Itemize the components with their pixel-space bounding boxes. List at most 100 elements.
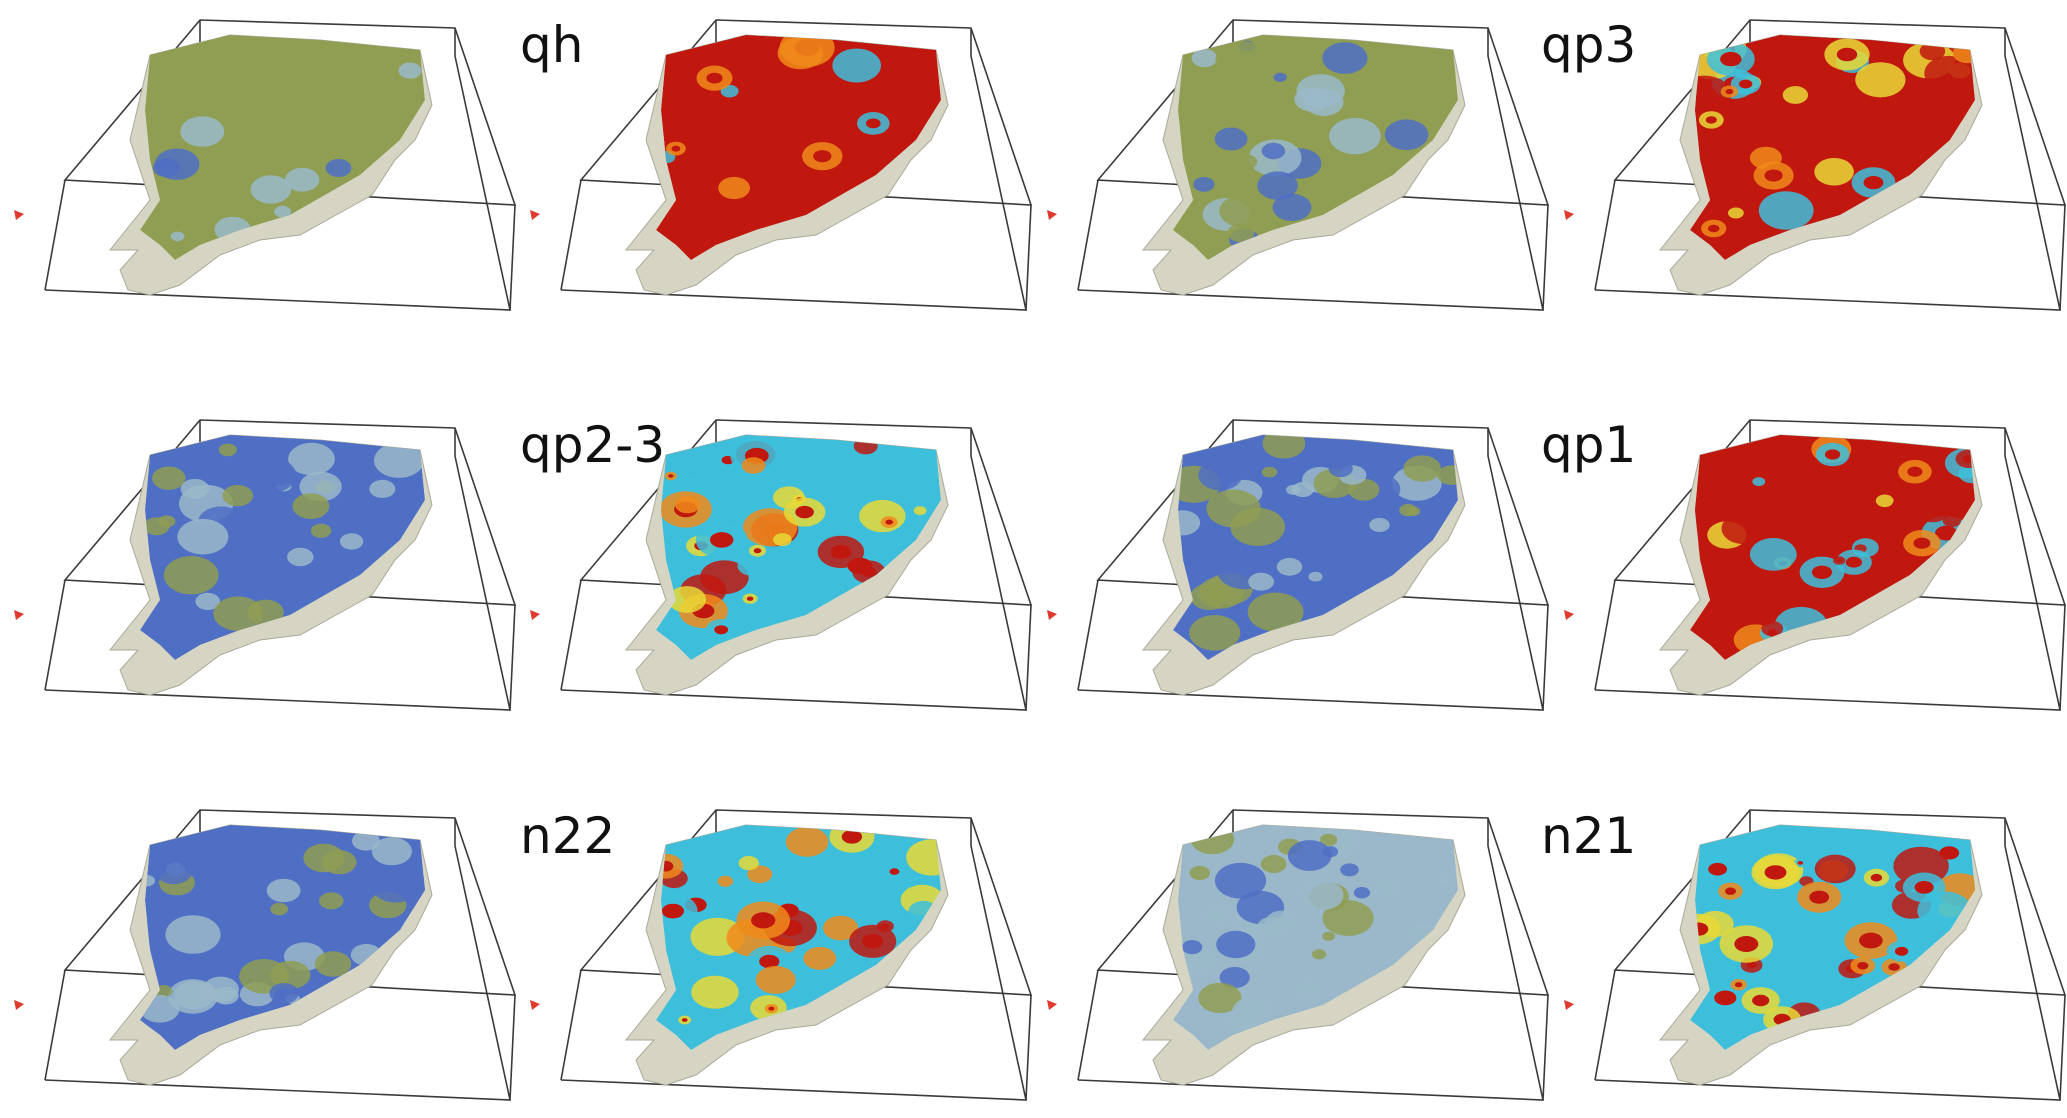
layer-hotspot — [1815, 525, 1825, 532]
layer-hotspot — [1708, 224, 1720, 233]
panel-n22-thickness — [530, 809, 1033, 1101]
layer-hotspot — [1836, 558, 1842, 563]
box-edge — [2059, 204, 2066, 311]
layer-patch — [1752, 477, 1766, 487]
axis-marker-icon — [1047, 610, 1057, 620]
layer-hotspot — [1752, 994, 1770, 1007]
layer-patch — [1295, 980, 1321, 999]
layer-patch — [285, 167, 320, 192]
layer-patch — [777, 37, 824, 70]
layer-patch — [785, 827, 829, 857]
layer-hotspot — [841, 830, 863, 844]
layer-patch — [1219, 194, 1266, 228]
layer-patch — [1191, 49, 1218, 68]
layer-hotspot — [1692, 86, 1717, 103]
box-edge — [1077, 579, 1099, 691]
layer-hotspot — [830, 544, 852, 559]
panel-qp1-thickness — [1564, 419, 2067, 711]
box-edge — [1594, 969, 1616, 1081]
layer-hotspot — [1746, 961, 1757, 969]
layer-patch — [1193, 177, 1215, 192]
layer-surface — [1690, 35, 1975, 260]
box-edge — [2059, 994, 2066, 1101]
layer-patch — [1434, 59, 1458, 79]
layer-hotspot — [1797, 861, 1804, 865]
layer-patch — [267, 468, 293, 486]
layer-patch — [1403, 76, 1435, 99]
layer-patch — [1296, 74, 1345, 108]
layer-patch — [913, 506, 927, 516]
layer-patch — [1761, 621, 1784, 637]
layer-patch — [1847, 122, 1880, 145]
layer-patch — [1322, 846, 1339, 858]
layer-hotspot — [1962, 454, 1975, 463]
panel-qh-thickness — [530, 19, 1033, 311]
layer-hotspot — [1845, 556, 1862, 568]
layer-surface — [140, 825, 425, 1050]
layer-patch — [1924, 55, 1974, 91]
layer-label-qp1: qp1 — [1541, 416, 1636, 474]
layer-patch — [1260, 854, 1287, 874]
layer-patch — [327, 558, 342, 569]
layer-patch — [170, 231, 185, 242]
layer-patch — [1329, 118, 1381, 155]
layer-patch — [1262, 435, 1306, 459]
box-edge — [1025, 604, 1032, 711]
layer-patch — [1952, 42, 1975, 64]
axis-marker-icon — [1564, 210, 1574, 220]
box-edge — [1077, 969, 1099, 1081]
layer-surface — [656, 435, 941, 660]
panel-grid — [14, 19, 2067, 1101]
layer-patch — [902, 445, 941, 480]
layer-hotspot — [1764, 169, 1783, 182]
layer-patch — [270, 960, 311, 990]
axis-marker-icon — [530, 610, 540, 620]
layer-patch — [1892, 496, 1917, 515]
layer-patch — [202, 863, 244, 893]
layer-patch — [1369, 517, 1390, 533]
layer-patch — [232, 560, 262, 581]
layer-hotspot — [1786, 436, 1799, 445]
layer-patch — [325, 159, 352, 177]
layer-hotspot — [1857, 962, 1869, 970]
layer-patch — [1311, 501, 1349, 528]
box-edge — [1025, 204, 1032, 311]
layer-hotspot — [866, 118, 881, 129]
layer-label-qp3: qp3 — [1541, 16, 1636, 74]
layer-patch — [1319, 833, 1338, 846]
layer-patch — [1435, 873, 1453, 886]
layer-patch — [269, 983, 299, 1004]
layer-patch — [741, 457, 766, 474]
panel-qp2-3-thickness — [530, 419, 1033, 711]
layer-patch — [1189, 615, 1241, 651]
layer-patch — [288, 442, 335, 476]
layer-patch — [1814, 158, 1854, 186]
layer-hotspot — [1734, 936, 1759, 952]
layer-hotspot — [1811, 565, 1833, 579]
layer-patch — [710, 1021, 726, 1032]
layer-patch — [213, 596, 263, 631]
axis-marker-icon — [1564, 610, 1574, 620]
layer-patch — [1214, 127, 1248, 151]
layer-hotspot — [1935, 525, 1958, 541]
layer-patch — [165, 915, 221, 954]
layer-hotspot — [1714, 990, 1737, 1006]
layer-patch — [1728, 207, 1744, 219]
layer-patch — [773, 533, 792, 547]
layer-hotspot — [759, 954, 780, 969]
layer-patch — [1219, 966, 1250, 989]
panel-n21-lithology — [1047, 809, 1550, 1101]
panel-n21-thickness — [1564, 809, 2067, 1101]
layer-patch — [1181, 940, 1203, 955]
layer-hotspot — [746, 596, 754, 601]
layer-patch — [180, 116, 225, 147]
layer-patch — [152, 158, 180, 178]
layer-patch — [177, 518, 229, 555]
box-edge — [1594, 179, 1616, 291]
layer-patch — [250, 175, 292, 204]
layer-hotspot — [668, 474, 674, 478]
layer-patch — [1814, 854, 1856, 884]
layer-patch — [1216, 930, 1256, 959]
layer-patch — [1198, 459, 1243, 491]
layer-hotspot — [1863, 176, 1884, 190]
